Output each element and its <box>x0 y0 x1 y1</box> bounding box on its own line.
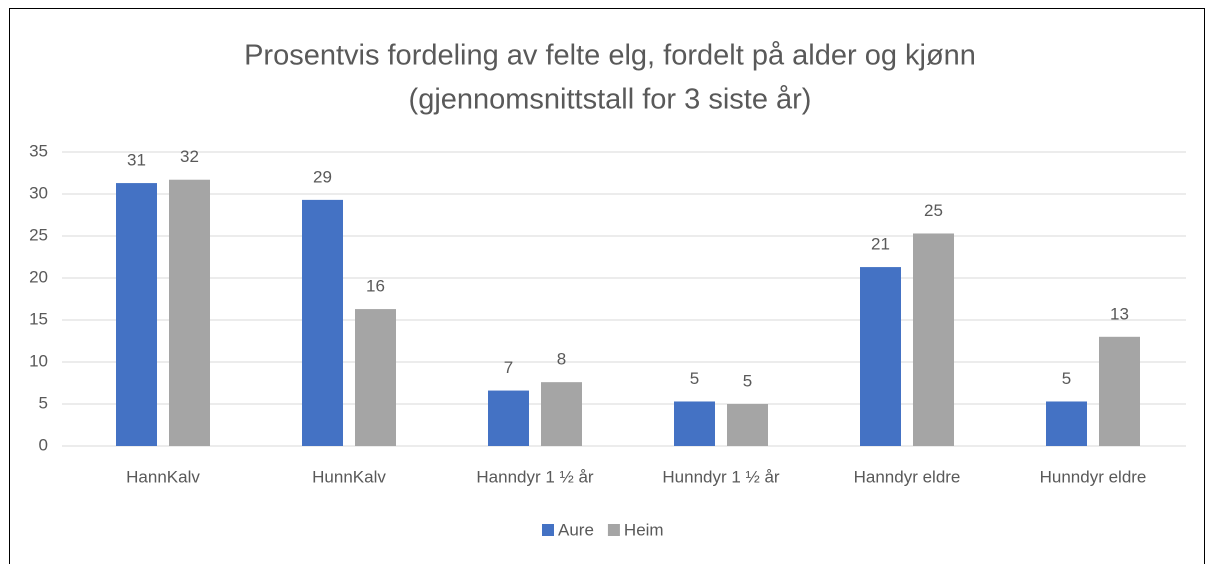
data-label: 29 <box>313 167 332 186</box>
chart-border <box>9 8 1205 564</box>
y-tick-label: 10 <box>29 351 48 370</box>
bar <box>169 179 210 446</box>
legend-label: Heim <box>624 520 664 539</box>
bar <box>727 404 768 446</box>
x-tick-label: Hunndyr 1 ½ år <box>662 467 780 486</box>
bar <box>302 199 343 446</box>
bar <box>355 309 396 446</box>
data-label: 16 <box>366 277 385 296</box>
y-tick-label: 35 <box>29 141 48 160</box>
bar <box>541 382 582 446</box>
data-label: 5 <box>743 371 752 390</box>
x-tick-label: Hanndyr 1 ½ år <box>476 467 594 486</box>
chart-title: Prosentvis fordeling av felte elg, forde… <box>244 40 976 72</box>
x-tick-label: HannKalv <box>126 467 200 486</box>
bar <box>488 390 529 446</box>
y-tick-label: 25 <box>29 225 48 244</box>
data-label: 25 <box>924 201 943 220</box>
data-label: 8 <box>557 350 566 369</box>
y-tick-label: 30 <box>29 183 48 202</box>
x-tick-label: Hunndyr eldre <box>1040 467 1147 486</box>
bar <box>860 267 901 446</box>
bar <box>116 183 157 446</box>
data-label: 21 <box>871 235 890 254</box>
y-tick-label: 0 <box>39 435 48 454</box>
bar <box>1099 336 1140 446</box>
y-tick-label: 20 <box>29 267 48 286</box>
data-label: 13 <box>1110 304 1129 323</box>
y-tick-label: 15 <box>29 309 48 328</box>
bar <box>1046 401 1087 446</box>
data-label: 5 <box>1062 369 1071 388</box>
legend-swatch <box>542 524 554 536</box>
chart-title: (gjennomsnittstall for 3 siste år) <box>409 84 812 116</box>
x-tick-label: HunnKalv <box>312 467 386 486</box>
bar <box>674 401 715 446</box>
x-tick-label: Hanndyr eldre <box>854 467 961 486</box>
data-label: 5 <box>690 369 699 388</box>
data-label: 7 <box>504 358 513 377</box>
legend-label: Aure <box>558 520 594 539</box>
y-tick-label: 5 <box>39 393 48 412</box>
legend-swatch <box>607 524 620 536</box>
data-label: 32 <box>180 147 199 166</box>
bar <box>913 233 954 446</box>
data-label: 31 <box>127 151 146 170</box>
